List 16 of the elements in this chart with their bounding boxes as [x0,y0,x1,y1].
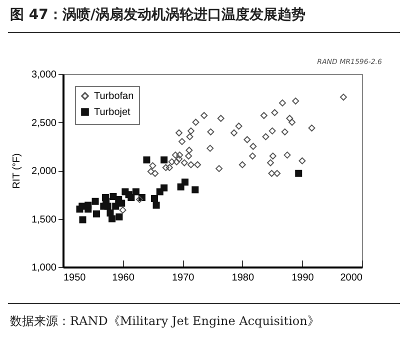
legend-label: Turbofan [94,91,134,102]
chart-title: 图 47：涡喷/涡扇发动机涡轮进口温度发展趋势 [10,6,306,24]
x-tick-label: 1970 [172,272,195,284]
y-tick-label: 2,500 [31,118,57,129]
x-tick-label: 1950 [64,272,86,284]
x-tick-label: 1980 [232,272,254,284]
x-tick-label: 1990 [292,272,314,284]
source-note: 数据来源：RAND《Military Jet Engine Acquisition》 [10,313,320,330]
y-tick-label: 1,500 [31,214,57,226]
x-tick-label: 1960 [112,272,135,284]
y-axis-title: RIT (°F) [11,153,22,189]
legend-label: Turbojet [94,107,131,118]
y-tick-label: 3,000 [31,70,57,80]
y-tick-label: 1,000 [31,262,57,274]
x-tick-label: 2000 [340,272,363,284]
y-tick-label: 2,000 [31,166,57,177]
